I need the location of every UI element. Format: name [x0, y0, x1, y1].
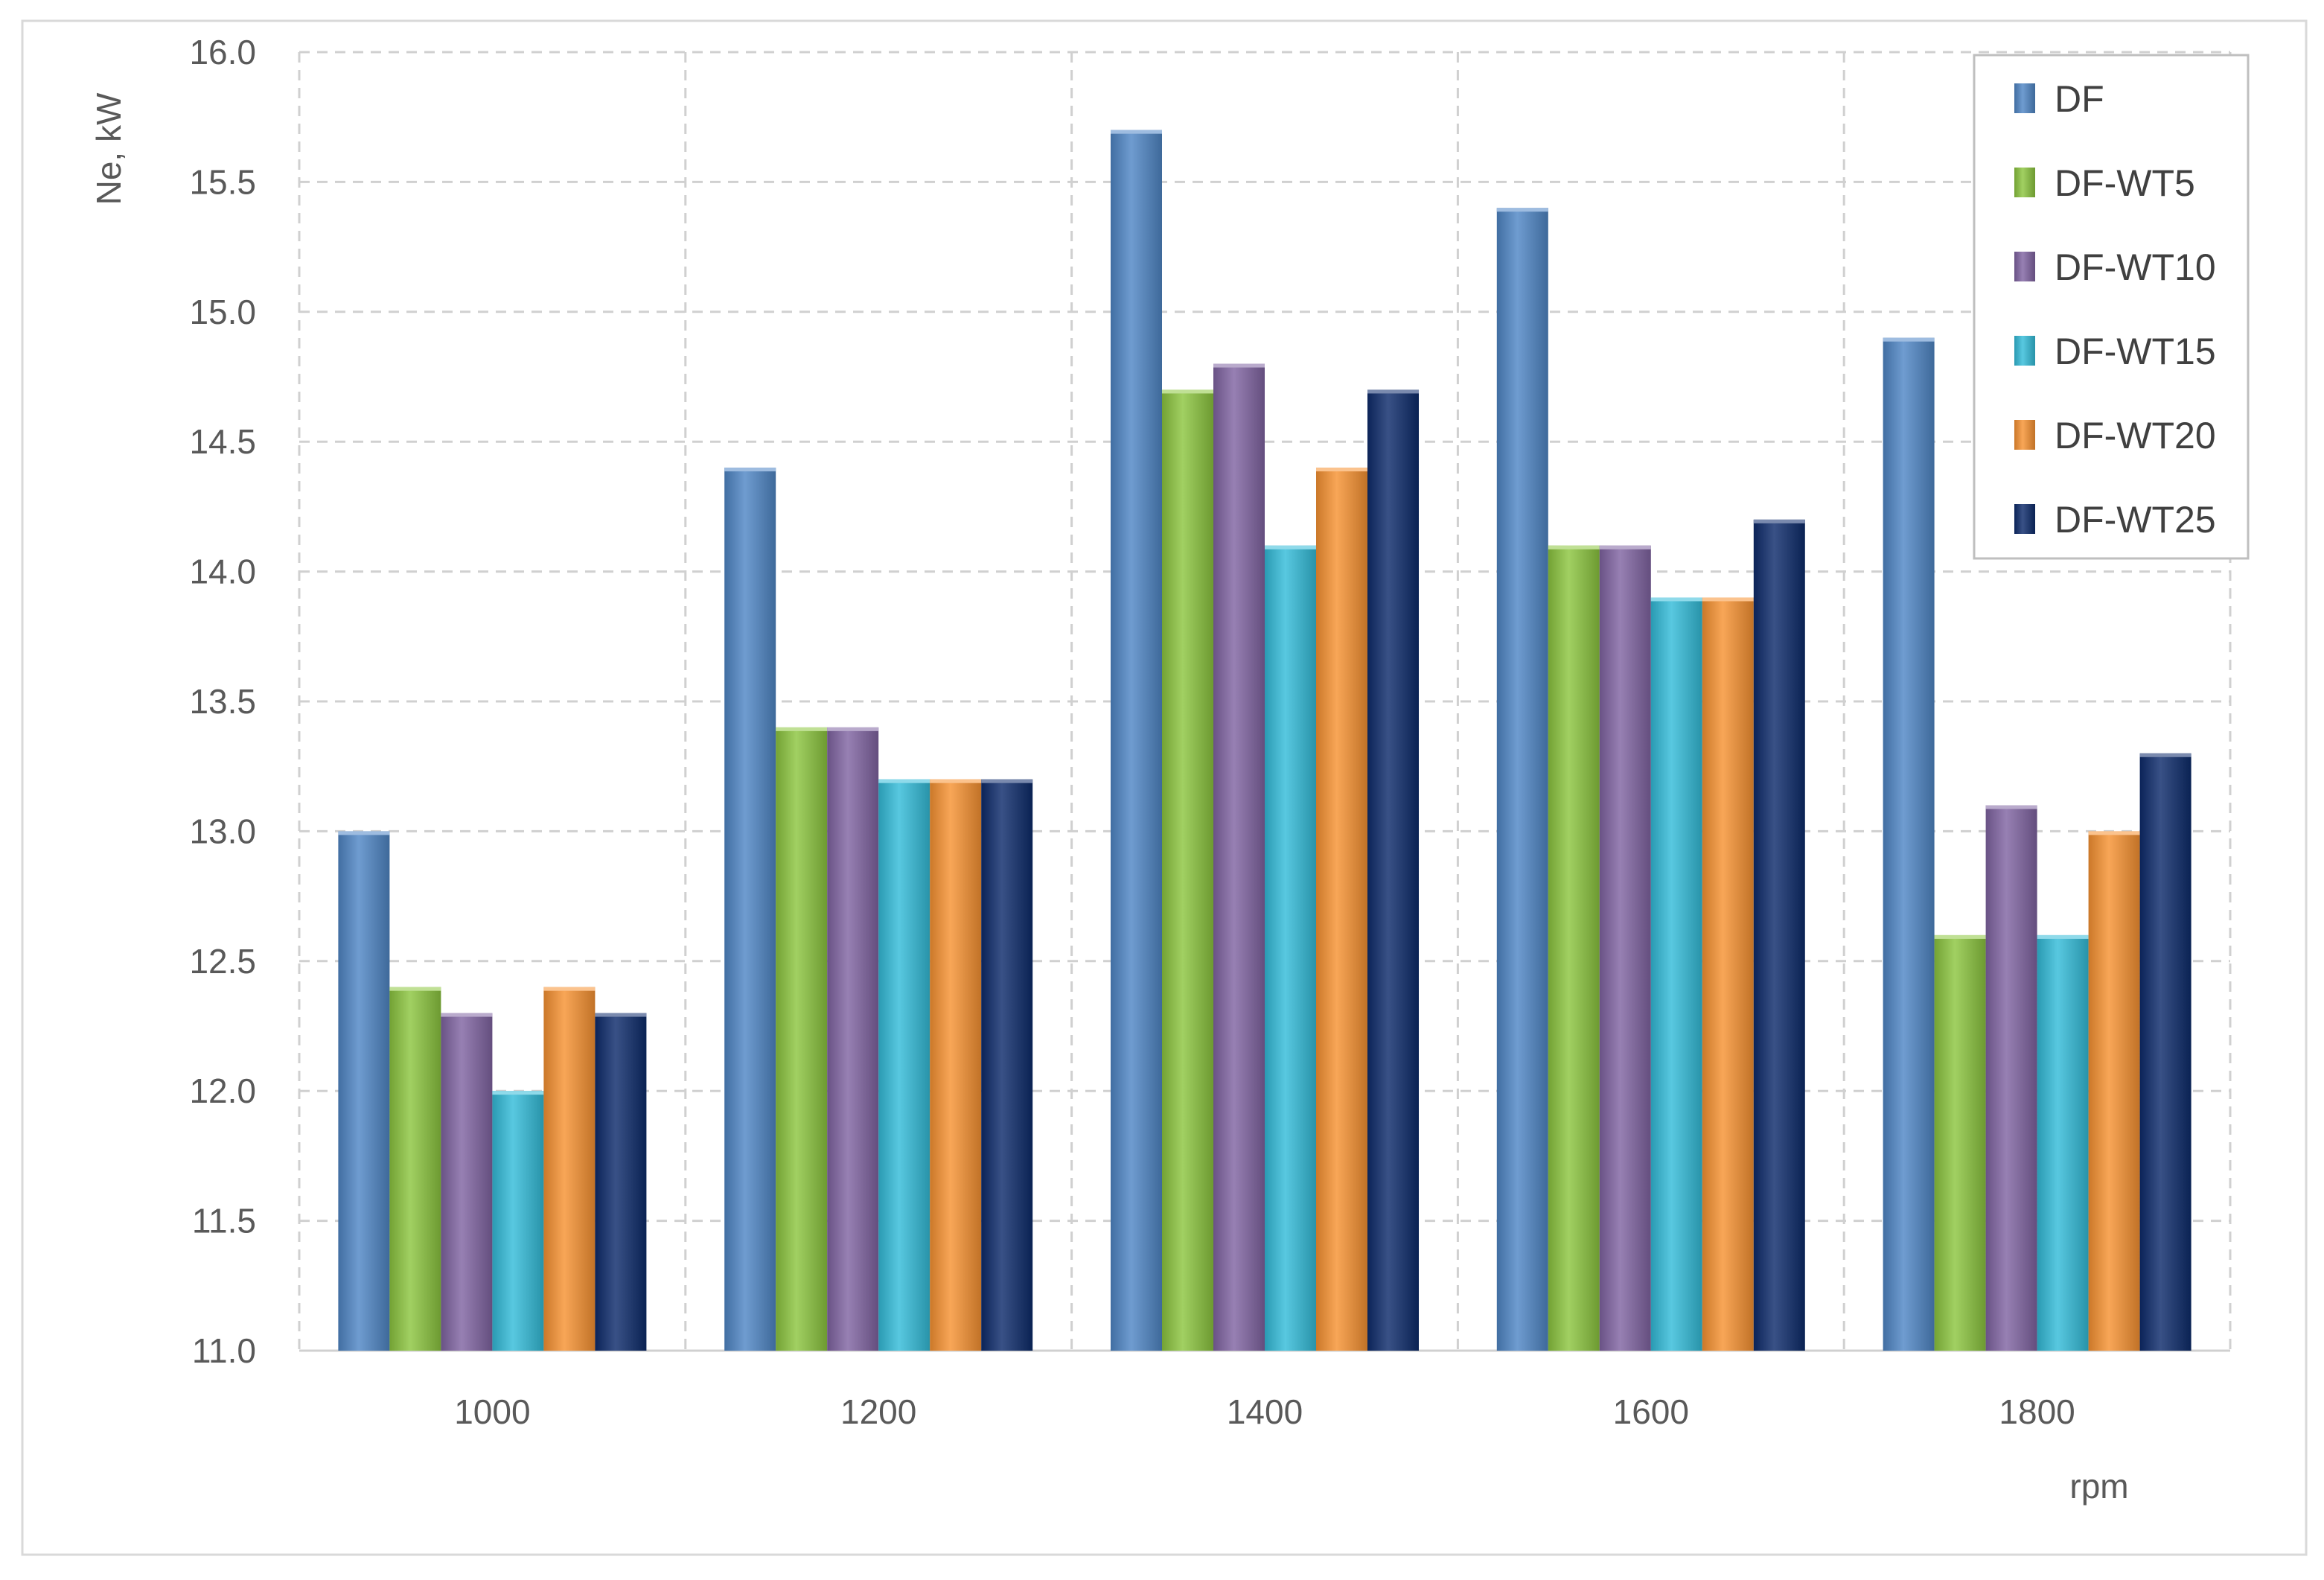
y-tick-label: 11.5: [192, 1202, 256, 1240]
legend-label: DF-WT15: [2055, 331, 2216, 372]
bar-top-highlight: [878, 779, 930, 783]
bar-df-wt15-1400: [1265, 545, 1316, 1351]
y-tick-label: 12.0: [189, 1071, 256, 1110]
legend-swatch: [2014, 336, 2035, 366]
bar-top-highlight: [1162, 389, 1213, 394]
bar-df-wt10-1200: [827, 727, 879, 1351]
bar-top-highlight: [543, 987, 596, 991]
bar-df-wt20-1600: [1702, 597, 1754, 1351]
bar-top-highlight: [1367, 389, 1419, 394]
bar-df-wt25-1400: [1367, 389, 1419, 1351]
bar-top-highlight: [776, 727, 828, 731]
bar-df-wt15-1200: [878, 779, 930, 1351]
x-tick-label: 1400: [1227, 1392, 1303, 1431]
bar-top-highlight: [2088, 831, 2140, 835]
bar-df-wt10-1600: [1599, 545, 1651, 1351]
bar-df-wt25-1000: [595, 1013, 647, 1351]
x-tick-label: 1200: [840, 1392, 916, 1431]
legend-label: DF: [2055, 78, 2104, 120]
bar-top-highlight: [2139, 753, 2191, 757]
y-tick-label: 14.0: [189, 552, 256, 591]
bar-df-wt20-1400: [1316, 468, 1367, 1351]
bar-top-highlight: [338, 831, 390, 835]
bar-df-wt20-1000: [543, 987, 596, 1351]
bar-top-highlight: [2037, 934, 2089, 939]
bar-top-highlight: [724, 468, 776, 472]
x-tick-labels: 1000 1200 1400 1600 1800: [454, 1392, 2075, 1431]
bar-top-highlight: [595, 1013, 647, 1017]
bar-df-wt20-1200: [930, 779, 982, 1351]
legend-label: DF-WT25: [2055, 499, 2216, 541]
bar-top-highlight: [1934, 934, 1986, 939]
bar-top-highlight: [492, 1091, 544, 1095]
y-tick-label: 15.0: [189, 293, 256, 331]
bar-top-highlight: [1702, 597, 1754, 602]
y-tick-label: 15.5: [189, 162, 256, 201]
bar-top-highlight: [827, 727, 879, 731]
bar-top-highlight: [1316, 468, 1367, 472]
legend-swatch: [2014, 420, 2035, 450]
bar-top-highlight: [1265, 545, 1316, 550]
bar-df-wt15-1800: [2037, 934, 2089, 1351]
legend-label: DF-WT10: [2055, 246, 2216, 288]
x-tick-label: 1800: [1999, 1392, 2075, 1431]
bar-top-highlight: [1548, 545, 1600, 550]
bar-top-highlight: [1753, 519, 1805, 523]
legend-swatch: [2014, 504, 2035, 534]
y-tick-label: 11.0: [192, 1331, 256, 1370]
legend-box: [1973, 54, 2250, 560]
bars: [338, 130, 2191, 1351]
x-tick-label: 1600: [1613, 1392, 1689, 1431]
legend-label: DF-WT5: [2055, 162, 2195, 204]
bar-df-1800: [1883, 337, 1935, 1351]
bar-top-highlight: [1111, 130, 1162, 134]
bar-df-wt5-1400: [1162, 389, 1213, 1351]
bar-top-highlight: [1599, 545, 1651, 550]
bar-df-wt5-1600: [1548, 545, 1600, 1351]
legend-swatch: [2014, 252, 2035, 281]
bar-df-1000: [338, 831, 390, 1351]
bar-top-highlight: [930, 779, 982, 783]
y-tick-label: 16.0: [189, 33, 256, 71]
bar-df-wt25-1600: [1753, 519, 1805, 1351]
bar-top-highlight: [981, 779, 1033, 783]
bar-df-1600: [1496, 208, 1548, 1351]
bar-df-wt5-1200: [776, 727, 828, 1351]
bar-top-highlight: [1883, 337, 1935, 342]
legend: DF DF-WT5 DF-WT10 DF-WT15 DF-WT20 DF-WT25: [1973, 54, 2250, 560]
bar-top-highlight: [441, 1013, 493, 1017]
bar-df-wt25-1800: [2139, 753, 2191, 1351]
bar-df-wt10-1000: [441, 1013, 493, 1351]
legend-swatch: [2014, 168, 2035, 197]
bar-top-highlight: [1496, 208, 1548, 212]
x-axis-title: rpm: [2069, 1467, 2128, 1506]
bar-df-wt10-1800: [1985, 805, 2037, 1351]
y-tick-label: 12.5: [189, 942, 256, 981]
legend-label: DF-WT20: [2055, 415, 2216, 456]
y-tick-label: 13.5: [189, 682, 256, 721]
y-tick-labels: 11.0 11.5 12.0 12.5 13.0 13.5 14.0 14.5 15.0 15.5…: [189, 33, 256, 1370]
bar-df-wt20-1800: [2088, 831, 2140, 1351]
bar-top-highlight: [1213, 363, 1265, 368]
bar-df-wt15-1000: [492, 1091, 544, 1351]
bar-df-1400: [1111, 130, 1162, 1351]
bar-df-wt5-1800: [1934, 934, 1986, 1351]
y-tick-label: 13.0: [189, 812, 256, 850]
bar-top-highlight: [389, 987, 441, 991]
bar-top-highlight: [1985, 805, 2037, 809]
bar-top-highlight: [1650, 597, 1702, 602]
legend-swatch: [2014, 83, 2035, 113]
y-tick-label: 14.5: [189, 422, 256, 461]
bar-df-1200: [724, 468, 776, 1351]
bar-df-wt10-1400: [1213, 363, 1265, 1351]
bar-df-wt15-1600: [1650, 597, 1702, 1351]
bar-df-wt25-1200: [981, 779, 1033, 1351]
bar-df-wt5-1000: [389, 987, 441, 1351]
y-axis-title: Ne, kW: [89, 92, 128, 205]
x-tick-label: 1000: [454, 1392, 530, 1431]
